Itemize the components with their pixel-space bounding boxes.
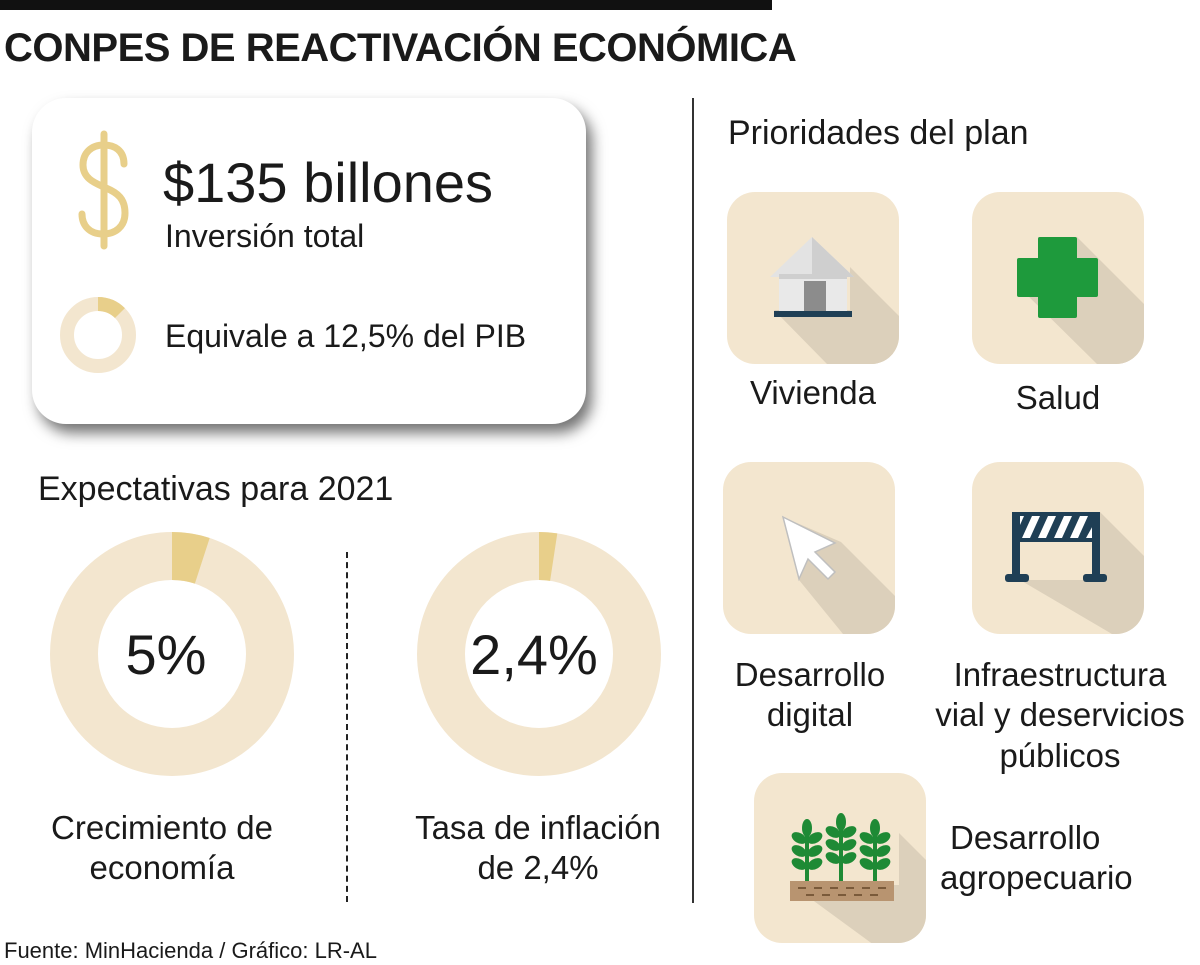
pib-share-text: Equivale a 12,5% del PIB xyxy=(165,318,527,354)
inflation-donut-chart xyxy=(417,532,661,776)
inflation-caption-line: de 2,4% xyxy=(477,849,599,887)
tile-label-line: agropecuario xyxy=(940,859,1133,897)
tile-label-line: Desarrollo xyxy=(734,656,886,693)
pib-donut-chart xyxy=(60,297,136,373)
house-icon xyxy=(770,237,899,364)
source-note: Fuente: MinHacienda / Gráfico: LR-AL xyxy=(4,938,377,963)
tile-label-desarrollo-digital: Desarrollo digital xyxy=(710,655,910,736)
tile-label-line: digital xyxy=(766,696,854,734)
tile-label-desarrollo-agropecuario: Desarrollo agropecuario xyxy=(940,818,1180,899)
growth-donut-slice xyxy=(50,532,294,776)
tile-label-infraestructura: Infraestructura vial y deservicios públi… xyxy=(920,655,1200,776)
tile-infraestructura xyxy=(972,462,1144,634)
dashed-divider xyxy=(346,552,348,902)
tile-label-line: vial y deservicios xyxy=(935,696,1185,734)
priorities-title: Prioridades del plan xyxy=(728,114,1029,152)
top-rule xyxy=(0,0,772,10)
inflation-value-label: 2,4% xyxy=(470,623,598,686)
medical-cross-icon xyxy=(1017,237,1144,364)
vertical-divider xyxy=(692,98,694,903)
inflation-caption-line: Tasa de inflación xyxy=(415,809,661,846)
cursor-arrow-icon xyxy=(781,515,895,634)
tile-salud xyxy=(972,192,1144,364)
growth-caption-line: Crecimiento de xyxy=(51,809,273,846)
inflation-donut-slice xyxy=(417,532,661,776)
growth-caption: Crecimiento de economía xyxy=(17,808,307,889)
investment-label: Inversión total xyxy=(165,218,365,254)
tile-desarrollo-digital xyxy=(723,462,895,634)
tile-label-line: Vivienda xyxy=(750,374,876,411)
crops-icon xyxy=(790,813,926,943)
tile-label-vivienda: Vivienda xyxy=(727,373,899,413)
tile-label-line: Desarrollo xyxy=(950,819,1101,856)
tile-desarrollo-agropecuario xyxy=(754,773,926,943)
road-barrier-icon xyxy=(1005,512,1144,634)
growth-donut-chart xyxy=(50,532,294,776)
expectations-title: Expectativas para 2021 xyxy=(38,470,394,508)
tile-label-line: Salud xyxy=(1015,379,1101,416)
tile-vivienda xyxy=(727,192,899,364)
page-title: CONPES DE REACTIVACIÓN ECONÓMICA xyxy=(4,26,797,70)
dollar-icon xyxy=(78,130,129,250)
inflation-caption: Tasa de inflación de 2,4% xyxy=(388,808,688,889)
growth-caption-line: economía xyxy=(89,849,235,887)
growth-value-label: 5% xyxy=(125,623,207,686)
investment-amount: $135 billones xyxy=(163,151,494,214)
tile-label-line: públicos xyxy=(999,736,1121,774)
pib-donut-slice xyxy=(60,297,136,373)
tile-label-line: Infraestructura xyxy=(953,656,1167,693)
tile-label-salud: Salud xyxy=(972,378,1144,418)
